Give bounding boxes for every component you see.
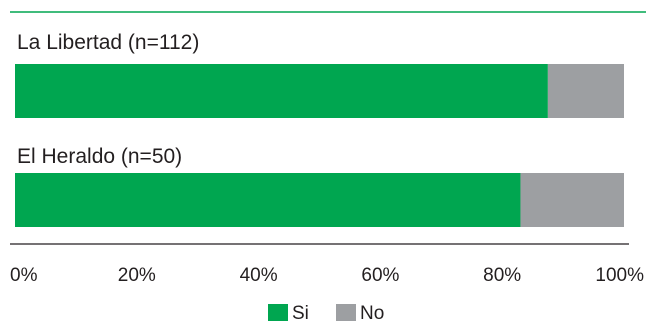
bar-segment-si [15,64,548,118]
x-tick-labels: 0% 20% 40% 60% 80% 100% [10,265,644,286]
bar-segment-si [15,173,521,227]
legend-label-si: Si [292,303,309,324]
x-tick-label: 100% [595,265,644,286]
x-tick-label: 60% [361,265,399,286]
legend-swatch-si [268,304,288,321]
bars-group: La Libertad (n=112) El Heraldo (n=50) [15,31,624,227]
x-tick-label: 0% [10,265,38,286]
bar-segment-no [520,173,624,227]
bar-segment-no [547,64,624,118]
legend-swatch-no [336,304,356,321]
x-tick-label: 20% [118,265,156,286]
x-tick-label: 80% [483,265,521,286]
category-label: El Heraldo (n=50) [17,145,182,168]
x-tick-label: 40% [240,265,278,286]
category-label: La Libertad (n=112) [17,31,199,54]
legend: Si No [268,303,384,324]
legend-label-no: No [360,303,384,324]
